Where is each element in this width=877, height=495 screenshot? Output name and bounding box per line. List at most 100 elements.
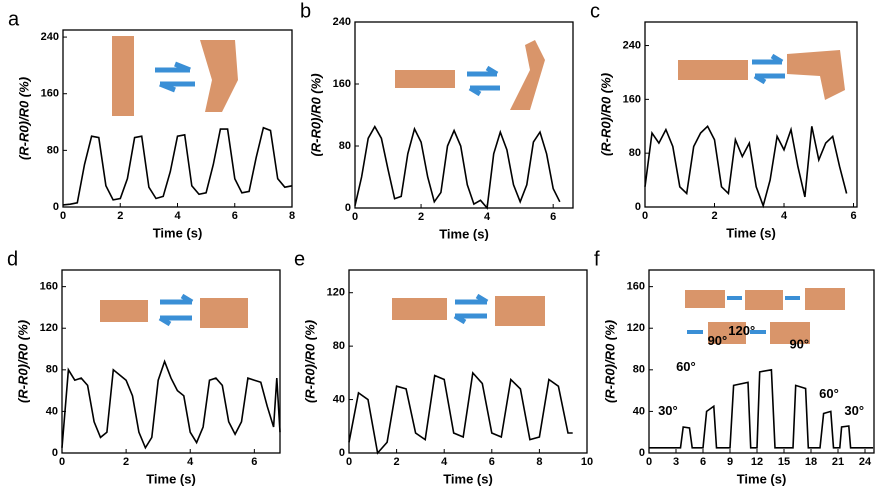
x-tick-label: 2 [711, 210, 717, 222]
x-tick-label: 6 [489, 456, 495, 468]
data-line [349, 373, 573, 453]
x-tick-label: 0 [59, 456, 65, 468]
x-tick-label: 15 [778, 456, 790, 468]
x-tick-label: 4 [174, 210, 181, 222]
panel-label: f [594, 248, 600, 270]
x-axis-label: Time (s) [726, 225, 776, 240]
y-axis-label: (R-R0)/R0 (%) [602, 320, 617, 403]
data-line [649, 370, 873, 448]
annotation: 60° [819, 386, 839, 401]
annotation: 90° [789, 336, 809, 351]
finger-bent [495, 296, 545, 326]
x-tick-label: 2 [394, 456, 400, 468]
y-tick-label: 80 [339, 140, 351, 152]
arrows [467, 68, 500, 94]
data-line [62, 362, 280, 448]
y-tick-label: 160 [623, 93, 641, 105]
y-axis-label: (R-R0)/R0 (%) [15, 320, 30, 403]
plot-frame [645, 22, 857, 207]
y-tick-label: 240 [333, 16, 351, 28]
finger-pose [745, 290, 783, 310]
x-tick-label: 6 [850, 210, 856, 222]
plot-frame [63, 30, 292, 207]
x-tick-label: 9 [727, 456, 733, 468]
panel-label: b [300, 0, 311, 22]
finger-pose [685, 290, 725, 308]
finger-straight [392, 298, 447, 320]
x-tick-label: 21 [832, 456, 844, 468]
x-tick-label: 24 [859, 456, 872, 468]
y-tick-label: 80 [46, 364, 58, 376]
x-tick-label: 2 [418, 211, 424, 223]
y-tick-label: 80 [633, 364, 645, 376]
data-line [645, 126, 847, 205]
x-tick-label: 0 [346, 456, 352, 468]
x-tick-label: 0 [60, 210, 66, 222]
arm-bent [510, 40, 545, 110]
panel-label: e [294, 248, 305, 270]
annotation: 60° [676, 359, 696, 374]
wrist-bent [787, 50, 845, 100]
x-tick-label: 6 [251, 456, 257, 468]
leg-straight [112, 36, 134, 116]
y-tick-label: 160 [627, 281, 645, 293]
annotation: 30° [844, 403, 864, 418]
figure: 02468080160240Time (s)(R-R0)/R0 (%)a0246… [0, 0, 877, 495]
finger-pose [805, 288, 845, 310]
x-tick-label: 4 [484, 211, 491, 223]
y-tick-label: 120 [627, 322, 645, 334]
x-tick-label: 10 [581, 456, 593, 468]
leg-bent [200, 40, 238, 112]
x-tick-label: 0 [352, 211, 358, 223]
x-tick-label: 6 [700, 456, 706, 468]
x-tick-label: 3 [673, 456, 679, 468]
y-axis-label: (R-R0)/R0 (%) [302, 320, 317, 403]
data-line [355, 127, 560, 208]
arm-straight [395, 70, 455, 88]
annotation: 120° [728, 323, 755, 338]
y-tick-label: 0 [345, 202, 351, 214]
panel-label: c [590, 0, 600, 22]
y-tick-label: 0 [635, 201, 641, 213]
x-tick-label: 2 [123, 456, 129, 468]
y-tick-label: 40 [333, 393, 345, 405]
y-tick-label: 240 [623, 39, 641, 51]
panel-label: d [7, 248, 18, 270]
finger-bent [200, 298, 248, 328]
y-tick-label: 80 [629, 147, 641, 159]
finger-straight [100, 300, 148, 322]
x-tick-label: 8 [289, 210, 295, 222]
annotation: 30° [658, 403, 678, 418]
arrows [752, 56, 785, 82]
arrows [160, 296, 192, 324]
panel-label: a [8, 8, 20, 30]
x-axis-label: Time (s) [153, 225, 203, 240]
wrist-straight [678, 60, 748, 80]
y-axis-label: (R-R0)/R0 (%) [308, 73, 323, 156]
annotation: 90° [708, 333, 728, 348]
x-tick-label: 4 [781, 210, 788, 222]
data-line [63, 128, 292, 205]
y-tick-label: 160 [41, 88, 59, 100]
x-axis-label: Time (s) [737, 471, 787, 486]
y-tick-label: 160 [40, 281, 58, 293]
x-axis-label: Time (s) [439, 226, 489, 241]
x-tick-label: 2 [117, 210, 123, 222]
y-tick-label: 0 [339, 447, 345, 459]
x-tick-label: 0 [646, 456, 652, 468]
y-tick-label: 80 [47, 144, 59, 156]
y-tick-label: 40 [633, 405, 645, 417]
y-tick-label: 120 [327, 287, 345, 299]
x-tick-label: 4 [187, 456, 194, 468]
arrows [155, 64, 195, 90]
x-axis-label: Time (s) [443, 471, 493, 486]
plot-frame [62, 270, 280, 453]
x-tick-label: 0 [642, 210, 648, 222]
x-tick-label: 12 [751, 456, 763, 468]
